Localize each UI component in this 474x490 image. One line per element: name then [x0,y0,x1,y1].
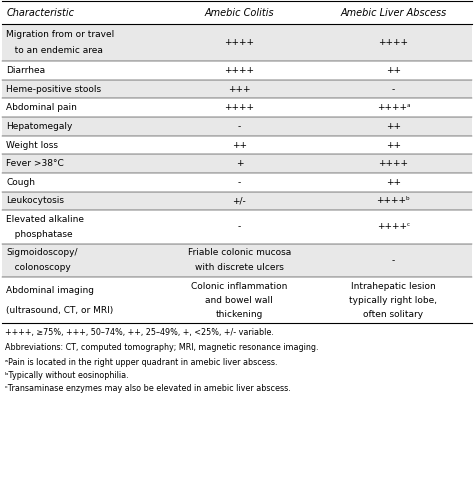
Text: Abdominal pain: Abdominal pain [6,103,77,112]
Text: ++++: ++++ [378,159,409,168]
Text: Amebic Colitis: Amebic Colitis [205,8,274,18]
Text: and bowel wall: and bowel wall [206,295,273,305]
Bar [2,24,472,61]
Bar [2,244,472,277]
Text: +++: +++ [228,85,251,94]
Text: -: - [392,85,395,94]
Text: phosphatase: phosphatase [6,230,73,239]
Text: Abdominal imaging: Abdominal imaging [6,286,94,294]
Text: ᵃPain is located in the right upper quadrant in amebic liver abscess.: ᵃPain is located in the right upper quad… [5,358,277,367]
Text: Migration from or travel: Migration from or travel [6,30,114,39]
Text: ++++ᶜ: ++++ᶜ [377,222,410,231]
Text: Sigmoidoscopy/: Sigmoidoscopy/ [6,248,78,257]
Text: Fever >38°C: Fever >38°C [6,159,64,168]
Text: ++++: ++++ [224,66,255,75]
Bar [2,80,472,98]
Text: Weight loss: Weight loss [6,141,58,149]
Text: (ultrasound, CT, or MRI): (ultrasound, CT, or MRI) [6,306,113,315]
Bar [2,117,472,136]
Text: Characteristic: Characteristic [6,8,74,18]
Text: often solitary: often solitary [364,310,423,318]
Text: ++++: ++++ [378,38,409,48]
Text: Diarrhea: Diarrhea [6,66,46,75]
Text: ++++: ++++ [224,38,255,48]
Text: ++++ᵃ: ++++ᵃ [377,103,410,112]
Text: ++: ++ [386,178,401,187]
Text: ᶜTransaminase enzymes may also be elevated in amebic liver abscess.: ᶜTransaminase enzymes may also be elevat… [5,384,291,393]
Text: -: - [392,256,395,265]
Text: ++: ++ [386,141,401,149]
Text: ++++ᵇ: ++++ᵇ [376,196,410,205]
Text: Leukocytosis: Leukocytosis [6,196,64,205]
Text: Abbreviations: CT, computed tomography; MRI, magnetic resonance imaging.: Abbreviations: CT, computed tomography; … [5,343,318,352]
Text: typically right lobe,: typically right lobe, [349,295,438,305]
Bar [2,192,472,210]
Text: Hepatomegaly: Hepatomegaly [6,122,73,131]
Text: ++: ++ [232,141,247,149]
Text: thickening: thickening [216,310,263,318]
Text: ++: ++ [386,66,401,75]
Text: +/-: +/- [232,196,246,205]
Text: ++++: ++++ [224,103,255,112]
Text: ᵇTypically without eosinophilia.: ᵇTypically without eosinophilia. [5,371,128,380]
Text: ++: ++ [386,122,401,131]
Text: -: - [238,122,241,131]
Text: -: - [238,222,241,231]
Text: colonoscopy: colonoscopy [6,263,71,272]
Text: to an endemic area: to an endemic area [6,47,103,55]
Text: Elevated alkaline: Elevated alkaline [6,215,84,224]
Text: Friable colonic mucosa: Friable colonic mucosa [188,248,291,257]
Bar [2,154,472,173]
Text: -: - [238,178,241,187]
Text: Cough: Cough [6,178,35,187]
Text: ++++, ≥75%, +++, 50–74%, ++, 25–49%, +, <25%, +/- variable.: ++++, ≥75%, +++, 50–74%, ++, 25–49%, +, … [5,328,273,337]
Text: Heme-positive stools: Heme-positive stools [6,85,101,94]
Text: with discrete ulcers: with discrete ulcers [195,263,284,272]
Text: Colonic inflammation: Colonic inflammation [191,282,288,291]
Text: Intrahepatic lesion: Intrahepatic lesion [351,282,436,291]
Text: Amebic Liver Abscess: Amebic Liver Abscess [340,8,447,18]
Text: +: + [236,159,243,168]
